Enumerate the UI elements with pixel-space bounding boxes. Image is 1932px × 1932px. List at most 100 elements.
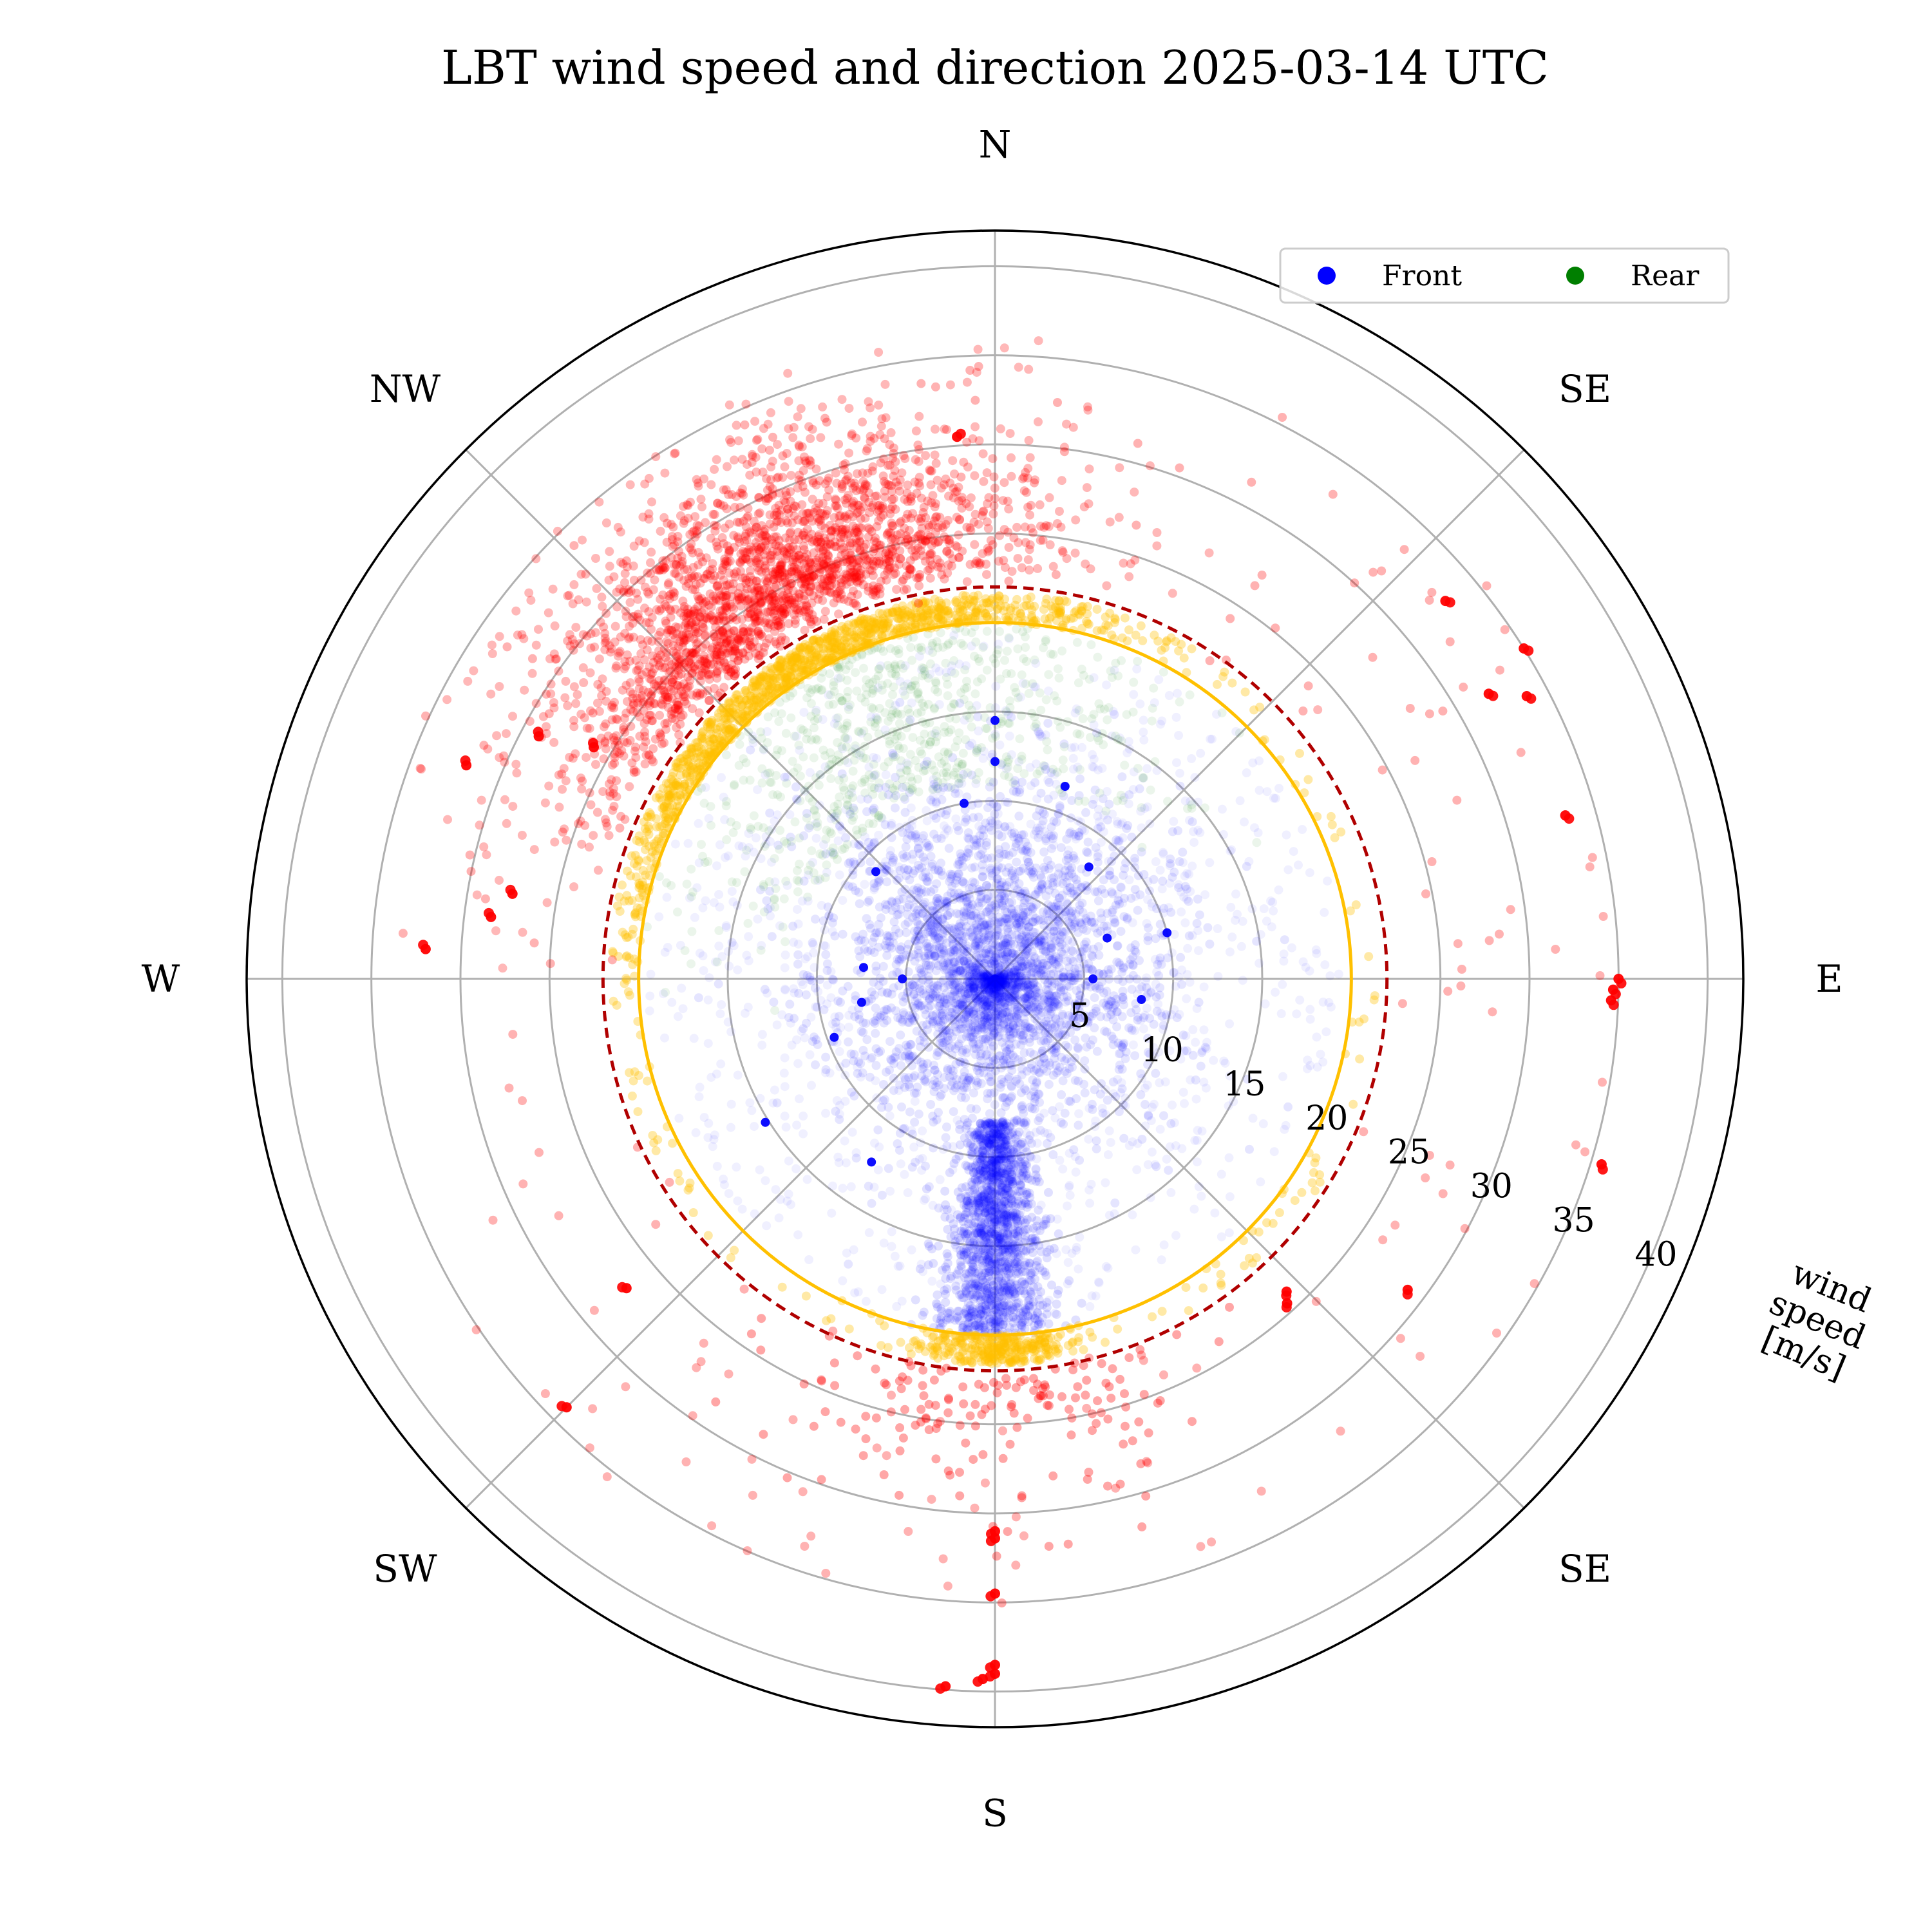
front-point bbox=[888, 971, 897, 980]
front-point bbox=[654, 912, 664, 922]
front-point bbox=[1043, 960, 1052, 970]
front-point bbox=[1054, 1229, 1063, 1238]
front-point bbox=[1182, 1046, 1191, 1056]
front-point bbox=[966, 1027, 976, 1036]
front-point bbox=[1020, 956, 1029, 966]
front-point bbox=[946, 888, 956, 898]
front-point bbox=[935, 1175, 945, 1184]
front-point bbox=[884, 1164, 893, 1173]
front-point bbox=[918, 909, 927, 918]
front-point bbox=[804, 1255, 814, 1264]
front-point bbox=[866, 857, 875, 867]
front-point bbox=[1147, 1147, 1157, 1157]
front-point bbox=[933, 900, 943, 909]
front-point bbox=[815, 975, 825, 984]
front-point bbox=[835, 1110, 844, 1119]
front-point bbox=[1090, 1023, 1099, 1032]
front-point bbox=[1093, 928, 1103, 938]
front-point bbox=[1026, 1063, 1036, 1073]
front-point bbox=[733, 1196, 743, 1206]
front-point bbox=[905, 1018, 914, 1027]
front-point bbox=[717, 1000, 726, 1009]
front-point bbox=[855, 952, 865, 961]
front-point bbox=[1116, 1048, 1125, 1058]
front-point bbox=[871, 1076, 880, 1086]
front-point bbox=[786, 1018, 795, 1028]
front-point bbox=[1032, 794, 1042, 804]
front-point bbox=[1103, 965, 1113, 974]
front-point bbox=[937, 949, 947, 959]
front-point bbox=[883, 900, 893, 910]
front-point bbox=[1124, 875, 1134, 885]
front-point bbox=[1197, 1126, 1207, 1136]
front-point bbox=[918, 1021, 927, 1030]
front-point bbox=[694, 993, 703, 1003]
front-point bbox=[1055, 1155, 1065, 1165]
front-point bbox=[889, 1074, 898, 1083]
front-point bbox=[769, 998, 779, 1007]
front-point bbox=[723, 1018, 733, 1027]
front-point bbox=[1025, 895, 1034, 904]
front-point bbox=[958, 876, 968, 886]
front-point bbox=[992, 874, 1002, 884]
front-point bbox=[912, 1027, 922, 1036]
front-point bbox=[951, 1059, 961, 1069]
front-point bbox=[1203, 923, 1213, 933]
front-point bbox=[909, 981, 919, 991]
front-point bbox=[880, 1095, 889, 1104]
front-point bbox=[881, 770, 891, 779]
front-point bbox=[810, 963, 819, 972]
front-point bbox=[887, 819, 896, 828]
front-point bbox=[876, 913, 886, 923]
front-point bbox=[1030, 998, 1040, 1007]
front-point bbox=[1017, 1088, 1026, 1097]
front-point bbox=[1117, 883, 1126, 893]
front-point bbox=[983, 1094, 992, 1104]
front-point bbox=[1206, 734, 1215, 744]
front-point bbox=[1001, 980, 1011, 990]
front-point bbox=[965, 927, 975, 937]
front-point bbox=[978, 872, 987, 882]
front-point bbox=[898, 894, 908, 904]
front-point bbox=[1117, 1012, 1127, 1021]
front-point bbox=[933, 1070, 942, 1079]
front-point bbox=[989, 1041, 998, 1051]
front-point bbox=[1233, 909, 1242, 919]
front-point bbox=[1130, 1026, 1140, 1036]
front-point bbox=[911, 1088, 921, 1098]
front-point bbox=[646, 969, 656, 979]
front-point bbox=[876, 1010, 886, 1020]
front-point bbox=[1005, 1027, 1015, 1036]
front-point bbox=[939, 983, 949, 992]
front-point bbox=[1038, 1266, 1048, 1276]
front-point bbox=[1185, 978, 1195, 987]
front-point bbox=[929, 885, 939, 894]
front-point bbox=[1099, 827, 1108, 837]
front-point bbox=[1189, 838, 1199, 848]
front-point bbox=[1238, 916, 1247, 926]
front-point bbox=[1003, 1007, 1012, 1017]
front-point bbox=[1082, 943, 1092, 953]
front-point bbox=[976, 850, 985, 860]
front-point bbox=[1085, 1302, 1095, 1311]
front-point bbox=[1116, 927, 1126, 936]
front-point bbox=[1159, 1111, 1168, 1121]
front-point bbox=[931, 966, 941, 976]
front-point bbox=[836, 998, 845, 1007]
front-point bbox=[1143, 989, 1153, 998]
front-point bbox=[871, 1003, 880, 1013]
front-point bbox=[1123, 820, 1133, 830]
front-point bbox=[1061, 1245, 1071, 1255]
front-point bbox=[1244, 857, 1254, 866]
front-point bbox=[994, 853, 1004, 863]
front-point bbox=[1155, 1124, 1165, 1134]
front-point bbox=[993, 975, 1003, 985]
front-point bbox=[1074, 1014, 1083, 1023]
front-point bbox=[895, 895, 904, 905]
front-point bbox=[1057, 1090, 1066, 1099]
front-point bbox=[1029, 1282, 1038, 1292]
front-point bbox=[850, 1288, 860, 1298]
front-point bbox=[1225, 947, 1235, 957]
front-point bbox=[853, 1062, 862, 1072]
